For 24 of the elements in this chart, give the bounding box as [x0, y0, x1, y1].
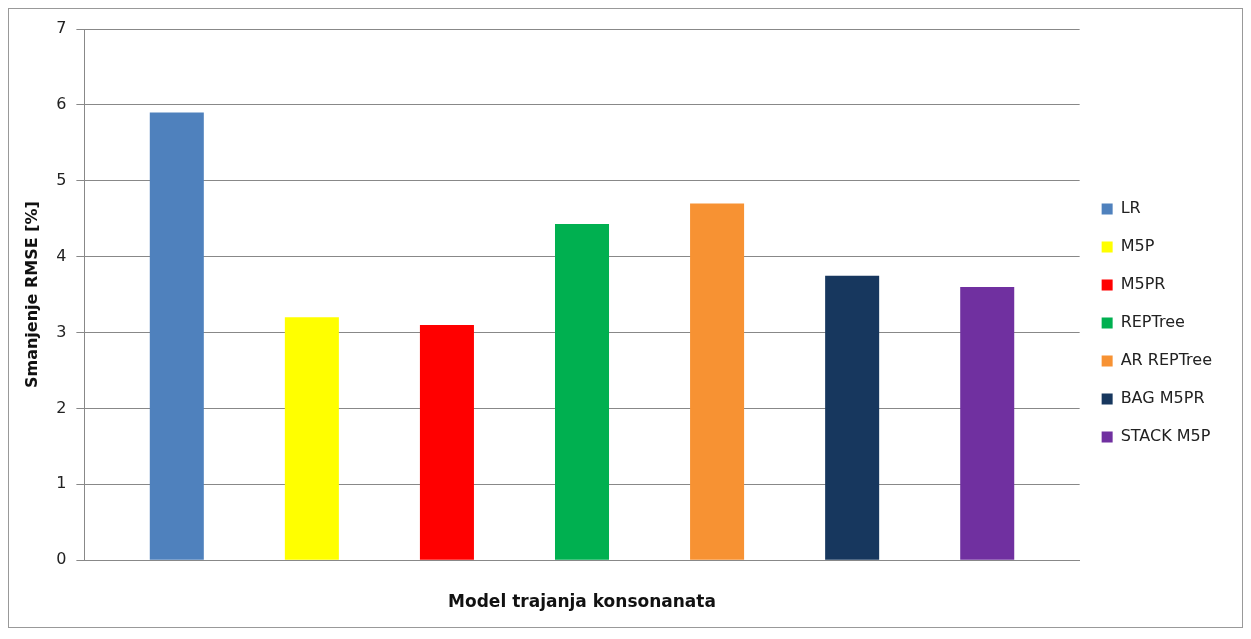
legend-label: M5P	[1120, 236, 1155, 256]
bar	[419, 324, 474, 560]
bar	[149, 112, 204, 560]
legend-label: BAG M5PR	[1120, 388, 1205, 408]
y-axis-title: Smanjenje RMSE [%]	[21, 201, 41, 389]
bar	[960, 287, 1015, 560]
y-tick-label: 6	[56, 94, 67, 114]
legend-label: REPTree	[1120, 312, 1185, 332]
y-tick-label: 4	[56, 245, 67, 265]
y-tick-label: 3	[56, 321, 67, 341]
bar	[690, 203, 745, 560]
y-tick-label: 7	[56, 18, 67, 38]
legend-label: AR REPTree	[1120, 350, 1212, 370]
y-tick-label: 5	[56, 169, 67, 189]
bar	[555, 224, 610, 560]
x-axis-title: Model trajanja konsonanata	[448, 591, 716, 612]
legend-label: STACK M5P	[1120, 426, 1211, 446]
legend-label: LR	[1120, 198, 1141, 218]
legend-label: M5PR	[1120, 274, 1166, 294]
y-tick-label: 1	[56, 473, 67, 493]
y-tick-label: 0	[56, 549, 67, 569]
y-tick-label: 2	[56, 397, 67, 417]
bar	[825, 275, 880, 560]
bar	[284, 317, 339, 560]
